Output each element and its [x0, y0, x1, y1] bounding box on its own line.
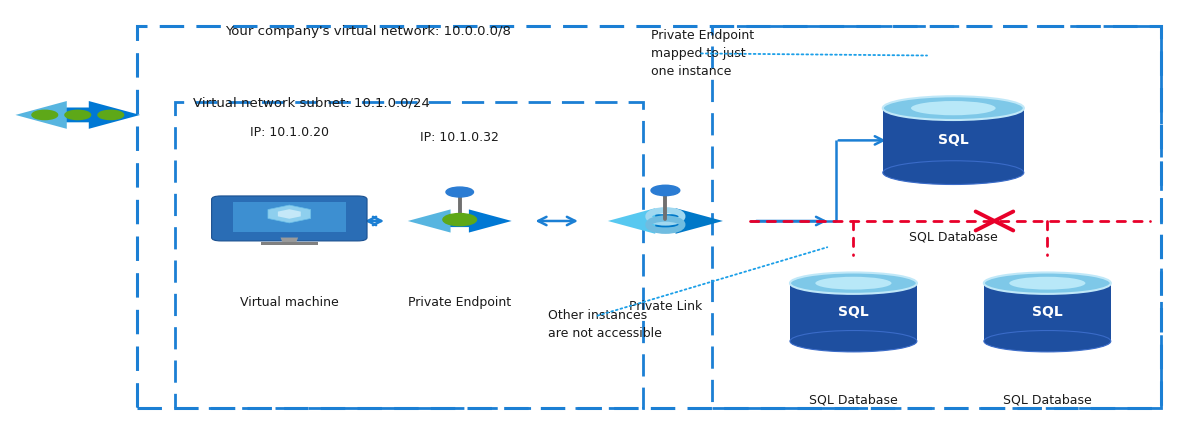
Ellipse shape — [882, 161, 1024, 185]
Bar — [790, 284, 916, 341]
Polygon shape — [450, 210, 511, 233]
Bar — [984, 284, 1111, 341]
Circle shape — [651, 186, 680, 196]
Text: Other instances
are not accessible: Other instances are not accessible — [548, 308, 662, 339]
Circle shape — [65, 111, 91, 120]
Polygon shape — [655, 209, 723, 234]
Ellipse shape — [984, 273, 1111, 294]
Bar — [262, 242, 318, 245]
Polygon shape — [408, 210, 469, 233]
Bar — [882, 109, 1024, 173]
Text: SQL: SQL — [938, 132, 968, 147]
Text: Private Endpoint: Private Endpoint — [408, 296, 511, 308]
Text: SQL: SQL — [838, 304, 869, 318]
Circle shape — [32, 111, 58, 120]
Text: SQL Database: SQL Database — [809, 393, 898, 406]
Circle shape — [446, 187, 474, 198]
Text: SQL: SQL — [1032, 304, 1063, 318]
Ellipse shape — [790, 331, 916, 352]
Ellipse shape — [882, 97, 1024, 121]
Ellipse shape — [911, 102, 995, 116]
Ellipse shape — [790, 273, 916, 294]
Text: SQL Database: SQL Database — [909, 230, 998, 243]
Polygon shape — [280, 238, 298, 242]
FancyBboxPatch shape — [212, 196, 368, 242]
Polygon shape — [608, 209, 675, 234]
Text: IP: 10.1.0.32: IP: 10.1.0.32 — [421, 130, 499, 143]
Text: IP: 10.1.0.20: IP: 10.1.0.20 — [250, 126, 329, 139]
Circle shape — [443, 214, 477, 226]
Polygon shape — [278, 210, 300, 219]
FancyBboxPatch shape — [233, 203, 345, 233]
Circle shape — [98, 111, 124, 120]
Text: Private Link: Private Link — [629, 300, 702, 313]
Text: SQL Database: SQL Database — [1002, 393, 1092, 406]
Text: Virtual machine: Virtual machine — [240, 296, 339, 308]
Ellipse shape — [984, 331, 1111, 352]
Text: Virtual network subnet: 10.1.0.0/24: Virtual network subnet: 10.1.0.0/24 — [193, 97, 430, 109]
Text: Private Endpoint
mapped to just
one instance: Private Endpoint mapped to just one inst… — [651, 29, 754, 78]
Polygon shape — [15, 102, 88, 130]
Polygon shape — [267, 206, 311, 223]
Ellipse shape — [1010, 277, 1085, 290]
Polygon shape — [67, 102, 140, 130]
Ellipse shape — [815, 277, 892, 290]
Text: Your company's virtual network: 10.0.0.0/8: Your company's virtual network: 10.0.0.0… — [225, 25, 510, 37]
